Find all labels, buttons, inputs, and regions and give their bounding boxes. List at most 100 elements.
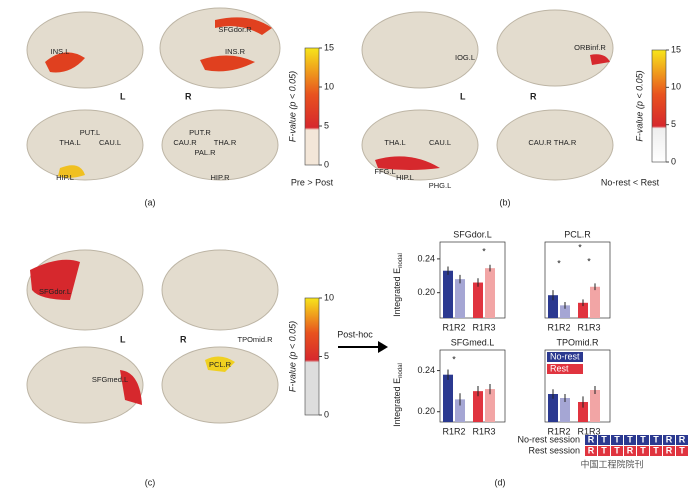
region-label: INS.L <box>51 47 70 56</box>
colorbar-label: F-value (p < 0.05) <box>287 321 297 392</box>
session-cell <box>624 435 636 445</box>
y-label: Integrated E <box>392 268 402 317</box>
colorbar-tick-label: 5 <box>324 120 329 130</box>
session-cell-label: T <box>614 445 620 455</box>
region-label: PAL.R <box>194 148 216 157</box>
region-label: PCL.R <box>209 360 232 369</box>
bar <box>485 268 495 318</box>
group-label: R1R3 <box>472 426 495 436</box>
hemisphere-label: R <box>530 91 537 101</box>
significance: * <box>557 258 561 268</box>
session-cell <box>676 446 688 456</box>
session-cell <box>585 435 597 445</box>
region-label: PUT.R <box>189 128 211 137</box>
session-cell <box>637 446 649 456</box>
colorbar-tick-label: 10 <box>324 81 334 91</box>
session-cell-label: T <box>614 434 620 444</box>
region-label: CAU.L <box>429 138 451 147</box>
region-label: THA.L <box>384 138 405 147</box>
session-cell <box>598 446 610 456</box>
session-cell-label: R <box>588 445 595 455</box>
colorbar <box>304 47 320 166</box>
session-cell-label: R <box>666 445 673 455</box>
significance: * <box>578 242 582 252</box>
y-label: Integrated E <box>392 378 402 427</box>
colorbar-tick-label: 5 <box>324 351 329 361</box>
region-label: FFG.L <box>374 167 395 176</box>
region-label: THA.L <box>59 138 80 147</box>
colorbar-tick-label: 15 <box>671 44 681 54</box>
group-label: R1R3 <box>577 426 600 436</box>
colorbar <box>651 49 667 163</box>
session-cell <box>585 446 597 456</box>
hemisphere-label: L <box>120 334 126 344</box>
region-label: THA.R <box>554 138 577 147</box>
session-cell <box>611 435 623 445</box>
y-tick-label: 0.24 <box>417 365 435 375</box>
legend-label: Rest <box>550 363 569 373</box>
session-cell-label: T <box>679 445 685 455</box>
session-cell-label: T <box>653 434 659 444</box>
session-cell-label: R <box>627 445 634 455</box>
panel-tag: (c) <box>145 477 156 487</box>
region-label: TPOmid.R <box>237 335 273 344</box>
colorbar <box>304 297 320 416</box>
panel-tag: (d) <box>495 477 506 487</box>
session-cell <box>676 435 688 445</box>
region-label: PUT.L <box>80 128 100 137</box>
session-cell <box>624 446 636 456</box>
session-cell-label: T <box>601 445 607 455</box>
caption: Pre > Post <box>291 177 334 187</box>
region-label: CAU.R <box>528 138 552 147</box>
panel-tag: (a) <box>145 197 156 207</box>
chart-title: SFGdor.L <box>453 229 492 239</box>
group-label: R1R2 <box>547 322 570 332</box>
hemisphere-label: L <box>460 91 466 101</box>
session-cell <box>637 435 649 445</box>
arrow-head <box>378 341 388 353</box>
region-label: IOG.L <box>455 53 475 62</box>
colorbar-tick-label: 0 <box>324 159 329 169</box>
bar <box>560 398 570 422</box>
y-axis-label: Integrated Enodal <box>392 253 403 317</box>
session-label: Rest session <box>528 445 580 455</box>
session-cell <box>611 446 623 456</box>
brains <box>26 7 614 424</box>
legend-box <box>547 364 583 374</box>
colorbar-tick-label: 15 <box>324 42 334 52</box>
bar <box>548 295 558 318</box>
bar <box>548 394 558 422</box>
session-cell <box>650 446 662 456</box>
session-cell-label: R <box>666 434 673 444</box>
bar <box>590 390 600 422</box>
bar <box>578 302 588 318</box>
session-cell-label: T <box>653 445 659 455</box>
y-tick-label: 0.20 <box>417 406 435 416</box>
session-label: No-rest session <box>517 434 580 444</box>
session-cell <box>663 446 675 456</box>
region-label: SFGmed.L <box>92 375 128 384</box>
hemisphere-label: R <box>185 91 192 101</box>
region-label: CAU.R <box>173 138 197 147</box>
colorbar-tick-label: 5 <box>671 119 676 129</box>
group-label: R1R2 <box>442 322 465 332</box>
session-cell-label: T <box>640 445 646 455</box>
region-label: ORBinf.R <box>574 43 606 52</box>
y-tick-label: 0.24 <box>417 253 435 263</box>
region-label: HIP.L <box>396 173 414 182</box>
legend-box <box>547 352 583 362</box>
bar <box>473 282 483 318</box>
y-axis-label: Integrated Enodal <box>392 363 403 427</box>
region-label: SFGdor.R <box>218 25 252 34</box>
bar <box>455 279 465 318</box>
colorbar-tick-label: 10 <box>671 82 681 92</box>
y-label-sub: nodal <box>398 253 404 268</box>
bar <box>473 391 483 422</box>
watermark: 中国工程院院刊 <box>580 458 643 469</box>
arrow-label: Post-hoc <box>337 329 373 339</box>
colorbar-tick-label: 0 <box>324 409 329 419</box>
group-label: R1R3 <box>472 322 495 332</box>
colorbar-tick-label: 10 <box>324 292 334 302</box>
colorbar-label: F-value (p < 0.05) <box>287 71 297 142</box>
